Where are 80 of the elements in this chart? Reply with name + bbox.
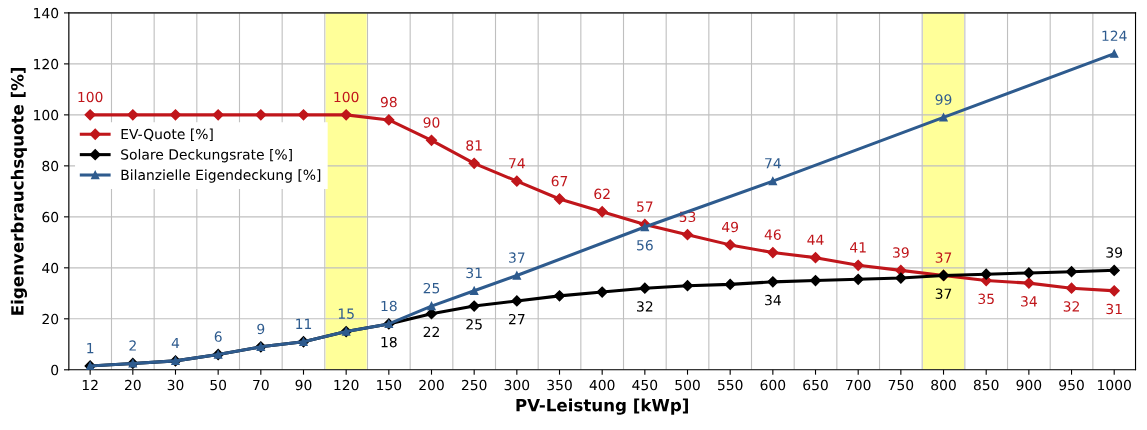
data-label: 100	[334, 91, 359, 103]
data-label: 4	[171, 337, 180, 349]
x-tick-label: 30	[167, 379, 184, 391]
x-tick-label: 900	[1016, 379, 1042, 391]
data-label: 74	[765, 158, 781, 169]
data-label: 11	[296, 318, 312, 329]
x-tick-label: 20	[125, 379, 141, 391]
x-tick-label: 300	[504, 379, 530, 391]
data-label: 37	[935, 288, 952, 299]
data-label: 67	[551, 175, 568, 187]
y-axis-title: Eigenverbrauchsquote [%]	[10, 67, 28, 315]
x-tick-label: 700	[846, 379, 871, 391]
x-tick-label: 950	[1059, 379, 1084, 391]
x-tick-label: 1000	[1098, 379, 1131, 391]
data-label: 41	[850, 242, 866, 253]
data-label: 100	[78, 91, 103, 103]
data-label: 49	[722, 221, 739, 233]
x-tick-label: 250	[461, 379, 487, 391]
x-tick-label: 550	[718, 379, 743, 391]
data-label: 6	[214, 331, 222, 342]
data-label: 1	[87, 343, 94, 354]
data-label: 25	[423, 282, 440, 294]
data-label: 81	[466, 140, 482, 151]
y-tick-label: 20	[42, 313, 59, 325]
data-label: 27	[509, 313, 525, 325]
y-tick-label: 60	[42, 211, 59, 223]
data-label: 37	[509, 252, 525, 263]
data-label: 2	[129, 340, 136, 351]
data-label: 74	[509, 158, 525, 169]
data-label: 44	[807, 234, 824, 245]
x-tick-label: 650	[803, 379, 828, 391]
data-label: 39	[893, 247, 909, 258]
y-tick-label: 100	[34, 109, 59, 121]
x-tick-label: 120	[334, 379, 359, 391]
x-tick-label: 750	[888, 379, 914, 391]
x-tick-label: 850	[973, 379, 999, 391]
data-label: 31	[466, 267, 482, 279]
legend-label: Bilanzielle Eigendeckung [%]	[121, 169, 321, 183]
x-tick-label: 800	[931, 379, 956, 391]
data-label: 32	[1063, 301, 1079, 312]
x-tick-label: 500	[675, 379, 700, 391]
data-label: 39	[1106, 247, 1123, 258]
data-label: 35	[978, 293, 994, 305]
data-label: 98	[380, 96, 397, 108]
x-tick-label: 12	[82, 379, 98, 391]
data-label: 124	[1102, 30, 1127, 41]
x-tick-label: 150	[377, 379, 402, 391]
data-label: 18	[381, 300, 397, 312]
data-label: 25	[466, 319, 482, 330]
x-tick-label: 50	[210, 379, 227, 391]
y-tick-label: 80	[42, 160, 59, 172]
data-label: 62	[594, 188, 610, 200]
x-tick-label: 200	[419, 379, 444, 391]
data-label: 34	[765, 294, 781, 306]
x-axis-title: PV-Leistung [kWp]	[516, 398, 688, 415]
data-label: 56	[637, 240, 653, 251]
x-tick-label: 90	[295, 379, 312, 391]
data-label: 57	[637, 201, 653, 212]
legend-label: EV-Quote [%]	[121, 128, 213, 141]
x-tick-label: 600	[760, 379, 786, 391]
y-tick-label: 0	[51, 364, 59, 376]
y-tick-label: 140	[34, 7, 59, 19]
x-tick-label: 400	[589, 379, 615, 391]
data-label: 37	[935, 252, 952, 263]
data-label: 9	[257, 323, 265, 335]
data-label: 15	[338, 308, 354, 319]
data-label: 90	[423, 117, 440, 128]
data-label: 22	[423, 326, 439, 337]
x-tick-label: 350	[547, 379, 572, 391]
legend-label: Solare Deckungsrate [%]	[121, 148, 292, 163]
data-label: 46	[764, 229, 781, 240]
y-tick-label: 120	[34, 58, 59, 70]
y-tick-label: 40	[42, 262, 59, 274]
data-label: 99	[935, 94, 952, 105]
x-tick-label: 450	[632, 379, 658, 391]
data-label: 34	[1021, 296, 1037, 307]
data-label: 32	[637, 301, 653, 312]
data-label: 18	[381, 336, 397, 348]
x-tick-label: 70	[253, 379, 269, 391]
data-label: 31	[1106, 303, 1122, 315]
